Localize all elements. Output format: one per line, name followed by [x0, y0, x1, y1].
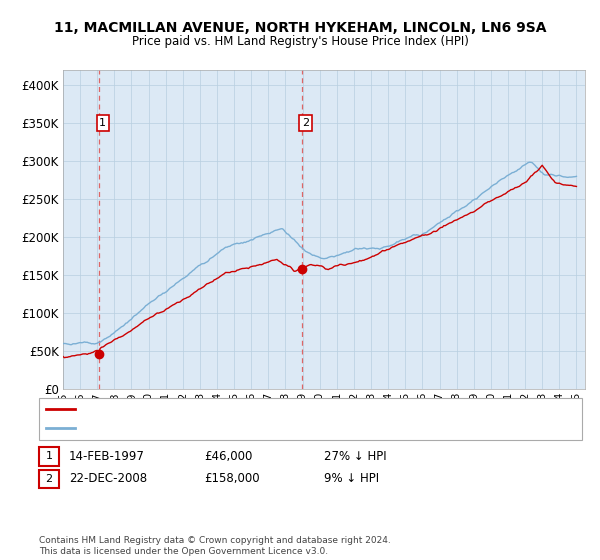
Text: £158,000: £158,000	[204, 472, 260, 486]
Text: Price paid vs. HM Land Registry's House Price Index (HPI): Price paid vs. HM Land Registry's House …	[131, 35, 469, 48]
Text: Contains HM Land Registry data © Crown copyright and database right 2024.
This d: Contains HM Land Registry data © Crown c…	[39, 536, 391, 556]
Text: 14-FEB-1997: 14-FEB-1997	[69, 450, 145, 463]
Text: 27% ↓ HPI: 27% ↓ HPI	[324, 450, 386, 463]
Text: 9% ↓ HPI: 9% ↓ HPI	[324, 472, 379, 486]
Text: 22-DEC-2008: 22-DEC-2008	[69, 472, 147, 486]
Text: 11, MACMILLAN AVENUE, NORTH HYKEHAM, LINCOLN, LN6 9SA: 11, MACMILLAN AVENUE, NORTH HYKEHAM, LIN…	[54, 21, 546, 35]
Text: 2: 2	[46, 474, 52, 484]
Text: 2: 2	[302, 118, 309, 128]
Text: 1: 1	[99, 118, 106, 128]
Text: £46,000: £46,000	[204, 450, 253, 463]
Text: HPI: Average price, detached house, North Kesteven: HPI: Average price, detached house, Nort…	[80, 423, 341, 433]
Text: 1: 1	[46, 451, 52, 461]
Text: 11, MACMILLAN AVENUE, NORTH HYKEHAM, LINCOLN, LN6 9SA (detached house): 11, MACMILLAN AVENUE, NORTH HYKEHAM, LIN…	[80, 404, 484, 414]
